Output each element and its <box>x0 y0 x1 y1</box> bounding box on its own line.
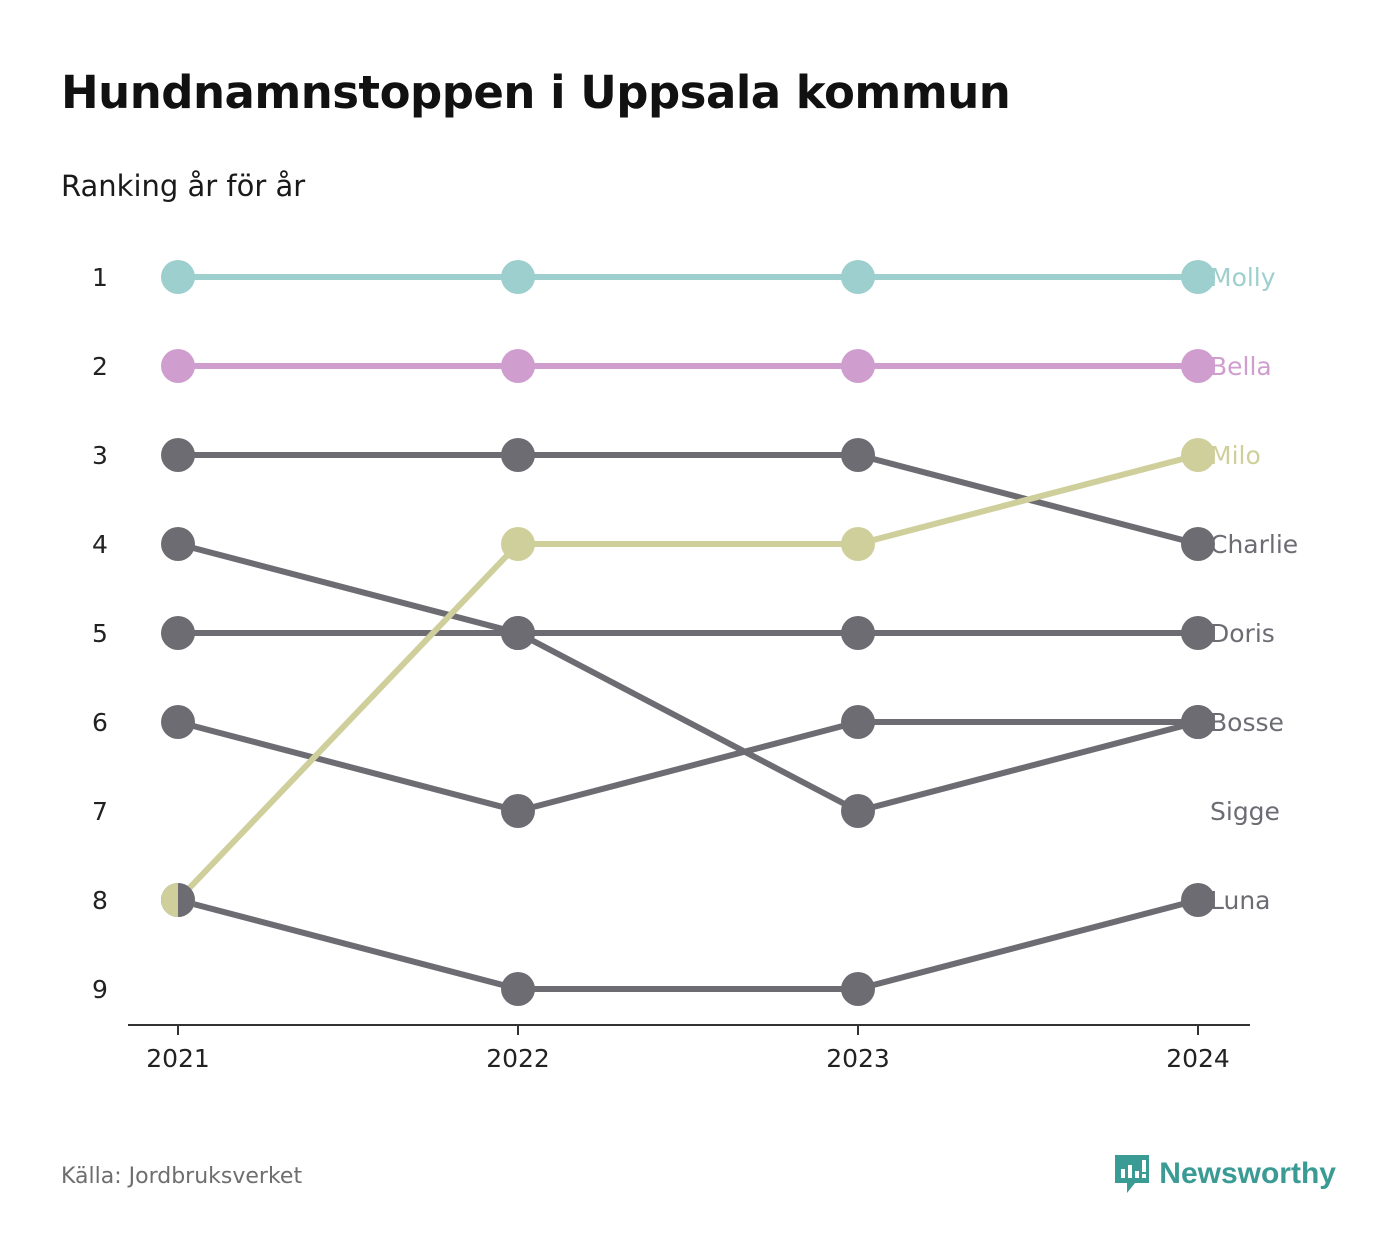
series-line-sigge <box>177 541 1199 814</box>
y-tick-label-7: 7 <box>92 797 108 826</box>
marker-bella-2021 <box>161 349 195 383</box>
end-label-luna: Luna <box>1210 886 1271 915</box>
marker-milo-2023 <box>841 527 875 561</box>
y-tick-label-9: 9 <box>92 975 108 1004</box>
marker-charlie-2021 <box>161 438 195 472</box>
end-label-molly: Molly <box>1210 263 1276 292</box>
marker-molly-2024 <box>1181 260 1215 294</box>
x-tick-label-2021: 2021 <box>146 1044 210 1073</box>
series-markers <box>161 260 1215 1006</box>
marker-sigge-2021 <box>161 527 195 561</box>
marker-bella-2024 <box>1181 349 1215 383</box>
end-label-doris: Doris <box>1210 619 1275 648</box>
end-label-milo: Milo <box>1210 441 1261 470</box>
newsworthy-logo-icon <box>1115 1155 1150 1193</box>
marker-luna-2021-half <box>178 883 195 917</box>
marker-bella-2022 <box>501 349 535 383</box>
y-tick-label-4: 4 <box>92 530 108 559</box>
marker-luna-2023 <box>841 972 875 1006</box>
marker-milo-2022 <box>501 527 535 561</box>
y-tick-label-5: 5 <box>92 619 108 648</box>
series-end-labels: Molly Bella Milo Charlie Doris Bosse Sigge Luna <box>1210 263 1298 915</box>
y-axis-tick-labels: 1 2 3 4 5 6 7 8 9 <box>92 263 108 1004</box>
marker-doris-2023 <box>841 616 875 650</box>
marker-charlie-2022 <box>501 438 535 472</box>
x-tick-label-2024: 2024 <box>1166 1044 1230 1073</box>
end-label-bella: Bella <box>1210 352 1272 381</box>
series-lines <box>175 274 1199 992</box>
series-line-milo <box>175 452 1199 903</box>
marker-molly-2023 <box>841 260 875 294</box>
marker-doris-2021 <box>161 616 195 650</box>
end-label-charlie: Charlie <box>1210 530 1298 559</box>
series-line-bosse <box>177 719 1198 814</box>
marker-bella-2023 <box>841 349 875 383</box>
marker-milo-2024 <box>1181 438 1215 472</box>
marker-doris-2024 <box>1181 616 1215 650</box>
brand-name: Newsworthy <box>1159 1157 1336 1190</box>
series-line-charlie <box>178 452 1199 547</box>
marker-charlie-2024 <box>1181 527 1215 561</box>
y-tick-label-2: 2 <box>92 352 108 381</box>
x-tick-label-2022: 2022 <box>486 1044 550 1073</box>
x-tick-label-2023: 2023 <box>826 1044 890 1073</box>
marker-sigge-2023 <box>841 794 875 828</box>
chart-title: Hundnamnstoppen i Uppsala kommun <box>61 66 1011 119</box>
y-tick-label-1: 1 <box>92 263 108 292</box>
source-note: Källa: Jordbruksverket <box>61 1164 303 1189</box>
marker-bosse-2021 <box>161 705 195 739</box>
chart-subtitle: Ranking år för år <box>61 169 306 203</box>
end-label-sigge: Sigge <box>1210 797 1280 826</box>
x-axis: 2021 2022 2023 2024 <box>128 1024 1250 1073</box>
y-tick-label-6: 6 <box>92 708 108 737</box>
marker-molly-2022 <box>501 260 535 294</box>
brand-logo[interactable]: Newsworthy <box>1113 1153 1336 1195</box>
y-tick-label-3: 3 <box>92 441 108 470</box>
marker-luna-2024 <box>1181 883 1215 917</box>
marker-molly-2021 <box>161 260 195 294</box>
marker-sigge-2022 <box>501 616 535 650</box>
marker-bosse-2022 <box>501 794 535 828</box>
marker-bosse-2023 <box>841 705 875 739</box>
marker-charlie-2023 <box>841 438 875 472</box>
series-line-luna <box>177 897 1199 992</box>
end-label-bosse: Bosse <box>1210 708 1284 737</box>
marker-sigge-2024 <box>1181 705 1215 739</box>
y-tick-label-8: 8 <box>92 886 108 915</box>
marker-luna-2022 <box>501 972 535 1006</box>
